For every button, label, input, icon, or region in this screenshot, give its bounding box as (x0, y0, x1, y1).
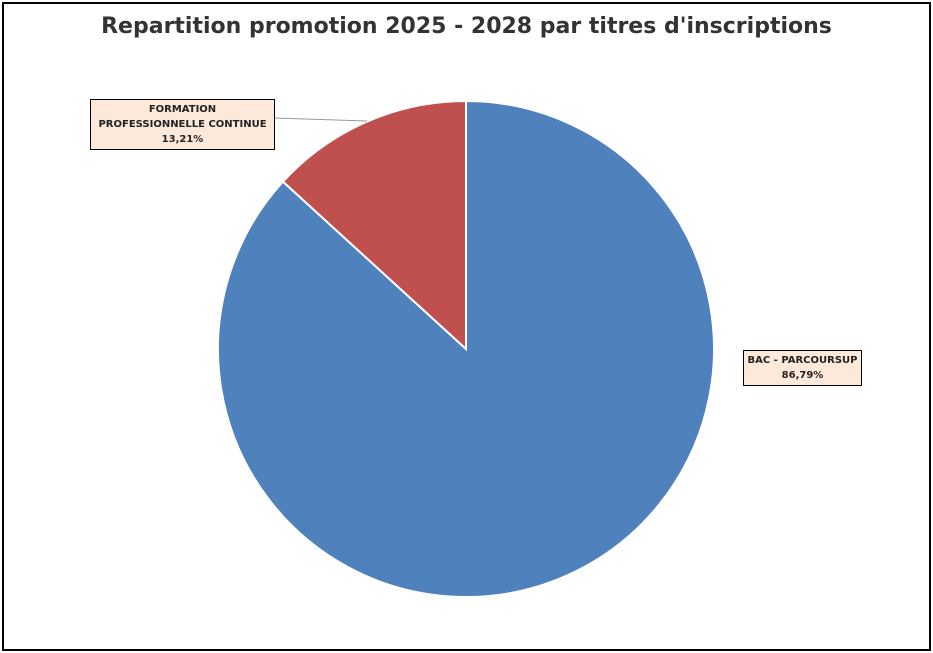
data-label: BAC - PARCOURSUP 86,79% (743, 350, 862, 386)
data-label: FORMATION PROFESSIONNELLE CONTINUE 13,21% (90, 99, 275, 150)
leader-line (273, 117, 368, 122)
slice-value: 86,79% (781, 370, 824, 381)
slice-value: 13,21% (161, 134, 204, 145)
pie-slice (281, 99, 467, 352)
slice-name: FORMATION PROFESSIONNELLE CONTINUE (98, 104, 267, 130)
chart-title: Repartition promotion 2025 - 2028 par ti… (101, 14, 832, 39)
slice-name: BAC - PARCOURSUP (747, 355, 858, 366)
